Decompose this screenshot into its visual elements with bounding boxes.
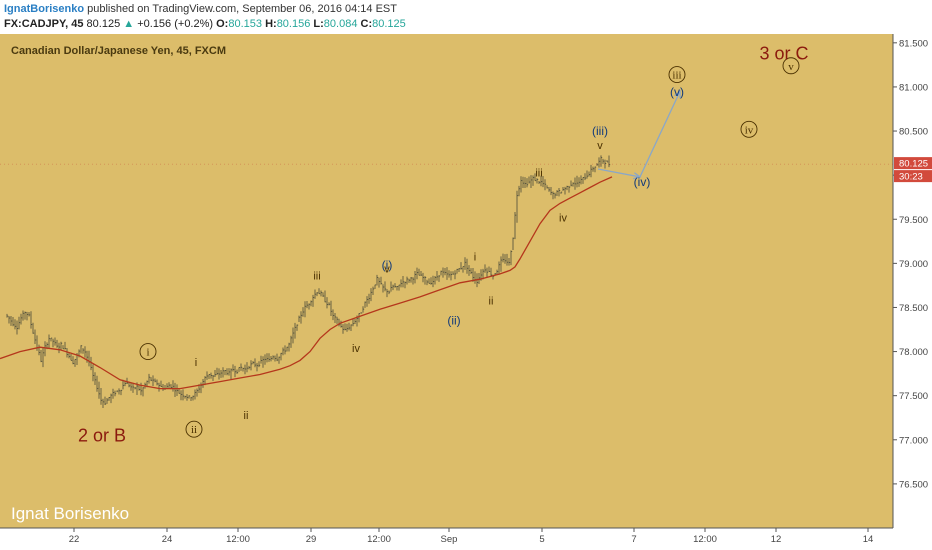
wave-label: ii	[489, 295, 494, 307]
y-tick-label: 81.000	[899, 82, 928, 93]
x-tick-label: 24	[162, 534, 173, 545]
wave-label-circle	[668, 66, 686, 84]
wave-degree-label: 3 or C	[759, 43, 808, 63]
wave-label: iv	[352, 343, 360, 355]
y-tick-label: 77.500	[899, 391, 928, 402]
y-tick-label: 78.500	[899, 303, 928, 314]
wave-label: v	[384, 264, 390, 276]
wave-label: ii	[244, 410, 249, 422]
x-tick-label: 14	[863, 534, 874, 545]
y-tick-label: 77.000	[899, 435, 928, 446]
wave-label: iii	[313, 271, 320, 283]
wave-label: iv	[559, 212, 567, 224]
y-tick-label: 76.500	[899, 479, 928, 490]
x-tick-label: 12:00	[693, 534, 717, 545]
wave-label-circle	[782, 57, 800, 75]
candles-group	[6, 155, 611, 408]
x-tick-label: 12:00	[367, 534, 391, 545]
close-value: 80.125	[372, 18, 406, 30]
open-value: 80.153	[228, 18, 263, 30]
x-tick-label: 7	[631, 534, 636, 545]
low-value: 80.084	[323, 18, 358, 30]
high-label: H:	[265, 18, 277, 30]
plot-background	[0, 34, 893, 528]
last-price-tag-text: 80.125	[899, 159, 928, 170]
wave-label: i	[195, 357, 197, 369]
y-tick-label: 79.000	[899, 259, 928, 270]
wave-label-circle	[740, 120, 758, 138]
wave-label: iv	[745, 124, 754, 136]
x-tick-label: 22	[69, 534, 80, 545]
x-tick-label: 12	[771, 534, 782, 545]
wave-label-circle	[139, 343, 157, 361]
forecast-arrowhead-1	[633, 172, 642, 180]
countdown-tag-text: 30:23	[899, 172, 923, 183]
last-price: 80.125	[86, 18, 121, 30]
wave-label: iii	[535, 167, 542, 179]
price-axis-background	[893, 34, 932, 528]
y-tick-label: 80.500	[899, 127, 928, 138]
wave-label: ii	[191, 424, 197, 436]
ohlc-line: FX:CADJPY, 45 80.125 ▲ +0.156 (+0.2%) O:…	[4, 18, 406, 30]
watermark-text: Ignat Borisenko	[11, 504, 129, 523]
wave-label: v	[788, 61, 794, 73]
wave-label: i	[474, 251, 476, 263]
price-change: +0.156 (+0.2%)	[137, 18, 214, 30]
wave-label: (i)	[382, 258, 393, 272]
x-tick-label: 29	[306, 534, 317, 545]
wave-label: (iv)	[634, 175, 651, 189]
x-tick-label: Sep	[441, 534, 458, 545]
chart-title: Canadian Dollar/Japanese Yen, 45, FXCM	[11, 45, 226, 57]
symbol-label: FX:CADJPY, 45	[4, 18, 84, 30]
y-tick-label: 78.000	[899, 347, 928, 358]
forecast-arrowhead-2	[674, 89, 681, 99]
wave-label: (ii)	[447, 314, 460, 328]
wave-label: v	[597, 140, 603, 152]
x-tick-label: 5	[539, 534, 544, 545]
x-tick-label: 12:00	[226, 534, 250, 545]
author-link[interactable]: IgnatBorisenko	[4, 3, 85, 15]
open-label: O:	[216, 18, 229, 30]
wave-label: (v)	[670, 85, 684, 99]
wave-label: iii	[672, 70, 681, 82]
close-label: C:	[360, 18, 373, 30]
wave-label: i	[146, 347, 149, 359]
low-label: L:	[313, 18, 324, 30]
publish-line: IgnatBorisenko published on TradingView.…	[4, 3, 397, 15]
wave-label: (iii)	[592, 124, 608, 138]
wave-degree-label: 2 or B	[78, 425, 126, 445]
up-arrow-icon: ▲	[123, 18, 135, 30]
last-price-tag	[894, 157, 932, 170]
moving-average-line	[0, 176, 613, 390]
y-tick-label: 81.500	[899, 38, 928, 49]
y-tick-label: 79.500	[899, 215, 928, 226]
high-value: 80.156	[276, 18, 311, 30]
wave-label-circle	[185, 420, 203, 438]
publish-header: IgnatBorisenko published on TradingView.…	[0, 0, 932, 34]
countdown-tag	[894, 170, 932, 183]
publish-info: published on TradingView.com, September …	[84, 3, 397, 15]
